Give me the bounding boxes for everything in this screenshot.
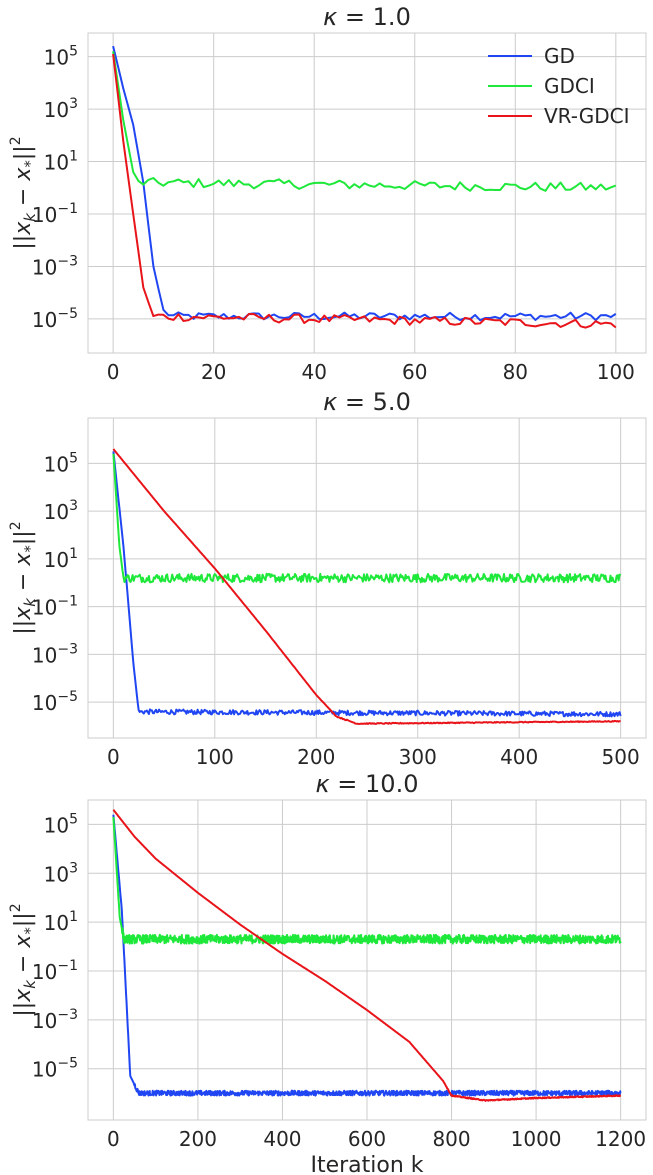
y-tick-label: 10−5 (32, 1056, 78, 1082)
x-tick-label: 200 (297, 745, 335, 769)
x-tick-label: 400 (500, 745, 538, 769)
grid (88, 800, 646, 1120)
y-axis-label: ||xk − x*||2 (8, 136, 39, 249)
x-tick-label: 500 (602, 745, 640, 769)
y-tick-label: 105 (44, 811, 78, 837)
y-tick-label: 105 (44, 44, 78, 70)
series-line-vr-gdci (112, 53, 617, 329)
y-tick-label: 10−3 (32, 1007, 78, 1033)
series-line-gd (112, 814, 622, 1097)
y-axis-label: ||xk − x*||2 (8, 903, 39, 1016)
x-tick-label: 100 (597, 360, 635, 384)
x-tick-label: 200 (179, 1127, 217, 1151)
y-tick-label: 10−1 (32, 594, 78, 620)
series-line-vr-gdci (112, 448, 621, 725)
legend-label: VR-GDCI (544, 104, 629, 128)
x-tick-label: 0 (107, 745, 120, 769)
y-tick-label: 10−1 (32, 201, 78, 227)
chart-title: κ = 1.0 (323, 3, 411, 31)
y-axis-label: ||xk − x*||2 (8, 521, 39, 634)
y-tick-label: 10−5 (32, 306, 78, 332)
x-tick-label: 1000 (511, 1127, 562, 1151)
x-tick-label: 600 (348, 1127, 386, 1151)
x-tick-label: 400 (263, 1127, 301, 1151)
y-tick-label: 101 (44, 909, 78, 935)
legend-label: GD (544, 44, 575, 68)
plot-frame (87, 32, 647, 354)
y-tick-label: 103 (44, 498, 78, 524)
y-tick-label: 105 (44, 450, 78, 476)
y-tick-label: 103 (44, 96, 78, 122)
x-axis-label: Iteration k (310, 1153, 423, 1175)
x-tick-label: 300 (399, 745, 437, 769)
y-tick-label: 10−5 (32, 689, 78, 715)
panel-3: 0 200 400 600 800 1000 1200 105 103 101 10−1 10−3 10… (8, 770, 647, 1175)
x-tick-label: 80 (503, 360, 528, 384)
series-line-gdci (112, 817, 622, 945)
y-tick-label: 101 (44, 149, 78, 175)
x-tick-label: 0 (107, 1127, 120, 1151)
series-group (112, 448, 622, 725)
x-tick-label: 0 (107, 360, 120, 384)
y-tick-label: 101 (44, 546, 78, 572)
x-tick-label: 800 (432, 1127, 470, 1151)
series-group (112, 45, 617, 329)
series-line-gdci (112, 453, 622, 584)
legend: GD GDCI VR-GDCI (488, 44, 629, 128)
x-tick-label: 100 (196, 745, 234, 769)
legend-label: GDCI (544, 74, 595, 98)
series-line-gd (112, 451, 622, 718)
plot-frame (87, 417, 647, 739)
y-tick-label: 10−3 (32, 253, 78, 279)
panel-1: 0 20 40 60 80 100 105 103 101 10−1 10−3 10−5 κ = 1.0… (8, 3, 647, 384)
series-line-vr-gdci (112, 809, 622, 1102)
chart-title: κ = 5.0 (323, 388, 411, 416)
plot-frame (87, 799, 647, 1121)
chart-title: κ = 10.0 (316, 770, 419, 798)
x-tick-label: 20 (201, 360, 226, 384)
x-tick-label: 1200 (595, 1127, 646, 1151)
x-tick-label: 40 (301, 360, 326, 384)
series-line-gdci (112, 51, 617, 192)
y-tick-label: 103 (44, 860, 78, 886)
y-tick-label: 10−3 (32, 641, 78, 667)
series-group (112, 809, 622, 1102)
x-tick-label: 60 (402, 360, 427, 384)
panel-2: 0 100 200 300 400 500 105 103 101 10−1 10−3 10−5 κ =… (8, 388, 647, 769)
y-tick-label: 10−1 (32, 958, 78, 984)
